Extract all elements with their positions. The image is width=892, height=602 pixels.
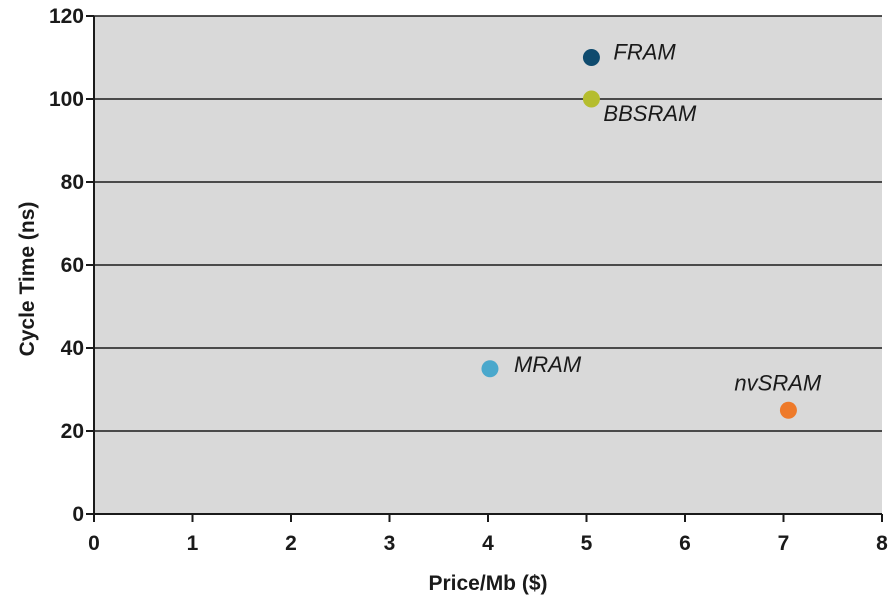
point-label-fram: FRAM xyxy=(613,40,676,65)
x-tick-label: 3 xyxy=(384,532,396,555)
x-tick-label: 2 xyxy=(285,532,297,555)
y-tick-label: 60 xyxy=(61,254,84,277)
point-mram xyxy=(481,360,499,378)
y-axis-title: Cycle Time (ns) xyxy=(16,202,39,357)
point-label-nvsram: nvSRAM xyxy=(734,370,821,395)
x-tick-label: 0 xyxy=(88,532,100,555)
axes xyxy=(86,15,883,522)
gridlines xyxy=(94,15,882,432)
x-tick-label: 6 xyxy=(679,532,691,555)
point-nvsram xyxy=(779,401,797,419)
x-tick-label: 4 xyxy=(482,532,494,555)
x-tick-label: 1 xyxy=(187,532,199,555)
y-tick-label: 0 xyxy=(72,503,84,526)
x-tick-label: 5 xyxy=(581,532,593,555)
x-tick-label: 8 xyxy=(876,532,888,555)
y-tick-label: 80 xyxy=(61,171,84,194)
x-axis-title: Price/Mb ($) xyxy=(428,572,547,595)
data-points: FRAM BBSRAM MRAM nvSRAM xyxy=(481,40,822,419)
y-tick-label: 40 xyxy=(61,337,84,360)
y-tick-label: 100 xyxy=(49,88,84,111)
y-tick-labels: 0 20 40 60 80 100 120 xyxy=(49,5,84,526)
point-fram xyxy=(582,49,600,66)
y-tick-label: 20 xyxy=(61,420,84,443)
x-tick-label: 7 xyxy=(778,532,790,555)
point-label-bbsram: BBSRAM xyxy=(603,101,697,126)
x-tick-labels: 0 1 2 3 4 5 6 7 8 xyxy=(88,532,888,555)
point-label-mram: MRAM xyxy=(514,352,582,377)
y-tick-label: 120 xyxy=(49,5,84,28)
point-bbsram xyxy=(582,90,600,108)
